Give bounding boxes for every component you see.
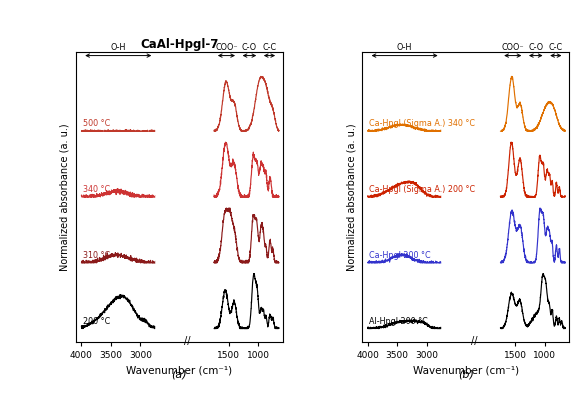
Text: C-O: C-O (242, 43, 257, 52)
Text: COO⁻: COO⁻ (501, 43, 524, 52)
Text: 200 °C: 200 °C (83, 317, 110, 326)
Title: CaAl-Hpgl-7: CaAl-Hpgl-7 (140, 37, 218, 51)
Text: O-H: O-H (397, 43, 413, 52)
Y-axis label: Normalized absorbance (a. u.): Normalized absorbance (a. u.) (346, 123, 356, 271)
Text: (a): (a) (171, 369, 187, 379)
Text: //: // (471, 336, 477, 345)
Text: C-C: C-C (549, 43, 563, 52)
Text: Ca-Hpgl (Sigma A.) 200 °C: Ca-Hpgl (Sigma A.) 200 °C (369, 185, 475, 194)
Text: //: // (184, 336, 191, 345)
X-axis label: Wavenumber (cm⁻¹): Wavenumber (cm⁻¹) (413, 366, 519, 376)
Text: Ca-Hpgl (Sigma A.) 340 °C: Ca-Hpgl (Sigma A.) 340 °C (369, 119, 475, 129)
Text: C-O: C-O (528, 43, 543, 52)
Y-axis label: Normalized absorbance (a. u.): Normalized absorbance (a. u.) (60, 123, 70, 271)
Text: Al-Hpgl 200 °C: Al-Hpgl 200 °C (369, 317, 428, 326)
Text: COO⁻: COO⁻ (215, 43, 238, 52)
Text: Ca-Hpgl 200 °C: Ca-Hpgl 200 °C (369, 251, 431, 260)
Text: (b): (b) (458, 369, 474, 379)
X-axis label: Wavenumber (cm⁻¹): Wavenumber (cm⁻¹) (126, 366, 232, 376)
Text: C-C: C-C (263, 43, 277, 52)
Text: 340 °C: 340 °C (83, 185, 110, 194)
Text: 500 °C: 500 °C (83, 119, 110, 129)
Text: O-H: O-H (110, 43, 126, 52)
Text: 310 °C: 310 °C (83, 251, 110, 260)
